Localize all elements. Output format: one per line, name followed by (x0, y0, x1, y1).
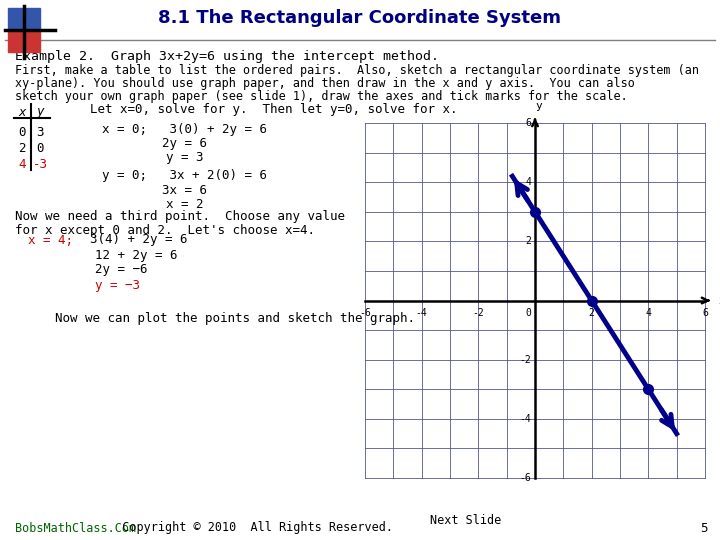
Text: 12 + 2y = 6: 12 + 2y = 6 (95, 248, 178, 261)
Text: -2: -2 (519, 355, 531, 365)
Text: sketch your own graph paper (see slide 1), draw the axes and tick marks for the : sketch your own graph paper (see slide 1… (15, 90, 628, 103)
Text: xy-plane). You should use graph paper, and then draw in the x and y axis.  You c: xy-plane). You should use graph paper, a… (15, 77, 635, 90)
Text: Next Slide: Next Slide (430, 514, 501, 526)
Text: Now we can plot the points and sketch the graph.: Now we can plot the points and sketch th… (55, 312, 415, 325)
Text: 5: 5 (701, 522, 708, 535)
Text: 3: 3 (36, 125, 44, 138)
Text: -4: -4 (415, 307, 428, 318)
Text: x: x (18, 105, 26, 118)
Text: 2y = 6: 2y = 6 (163, 138, 207, 151)
Text: 2y = −6: 2y = −6 (95, 264, 148, 276)
Text: 2: 2 (589, 307, 595, 318)
Text: 3x = 6: 3x = 6 (163, 184, 207, 197)
Text: BobsMathClass.Com: BobsMathClass.Com (15, 522, 136, 535)
Text: x = 0;   3(0) + 2y = 6: x = 0; 3(0) + 2y = 6 (102, 124, 268, 137)
Text: First, make a table to list the ordered pairs.  Also, sketch a rectangular coord: First, make a table to list the ordered … (15, 64, 699, 77)
Text: y: y (36, 105, 44, 118)
Text: -3: -3 (32, 158, 48, 171)
Text: y = 0;   3x + 2(0) = 6: y = 0; 3x + 2(0) = 6 (102, 170, 268, 183)
Text: for x except 0 and 2.  Let's choose x=4.: for x except 0 and 2. Let's choose x=4. (15, 224, 315, 237)
Text: Copyright © 2010  All Rights Reserved.: Copyright © 2010 All Rights Reserved. (109, 522, 394, 535)
Text: y = −3: y = −3 (95, 279, 140, 292)
Text: 4: 4 (18, 158, 26, 171)
Text: y: y (536, 101, 542, 111)
Bar (8, 8, 40, 30)
Text: x = 2: x = 2 (166, 198, 204, 211)
Text: -4: -4 (519, 414, 531, 424)
Text: -6: -6 (359, 307, 371, 318)
Text: Let x=0, solve for y.  Then let y=0, solve for x.: Let x=0, solve for y. Then let y=0, solv… (90, 104, 457, 117)
Text: 0: 0 (525, 307, 531, 318)
Text: y = 3: y = 3 (166, 152, 204, 165)
Text: Now we need a third point.  Choose any value: Now we need a third point. Choose any va… (15, 210, 345, 223)
Text: x: x (719, 295, 720, 306)
Text: x = 4;: x = 4; (28, 233, 73, 246)
Text: 6: 6 (525, 118, 531, 128)
Text: 8.1 The Rectangular Coordinate System: 8.1 The Rectangular Coordinate System (158, 9, 562, 27)
Text: 0: 0 (36, 141, 44, 154)
Text: 4: 4 (645, 307, 652, 318)
Text: -2: -2 (472, 307, 485, 318)
Text: -6: -6 (519, 473, 531, 483)
Text: 2: 2 (18, 141, 26, 154)
Text: Example 2.  Graph 3x+2y=6 using the intercept method.: Example 2. Graph 3x+2y=6 using the inter… (15, 50, 439, 63)
Text: 3(4) + 2y = 6: 3(4) + 2y = 6 (75, 233, 187, 246)
Text: 2: 2 (525, 237, 531, 246)
Text: 0: 0 (18, 125, 26, 138)
Text: 6: 6 (702, 307, 708, 318)
Bar (8, 30, 40, 52)
Text: 4: 4 (525, 177, 531, 187)
